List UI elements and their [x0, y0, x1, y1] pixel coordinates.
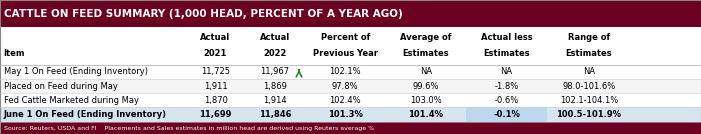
Text: Fed Cattle Marketed during May: Fed Cattle Marketed during May	[4, 96, 139, 105]
Text: 11,699: 11,699	[199, 110, 232, 119]
Text: Item: Item	[4, 49, 25, 58]
Text: -1.8%: -1.8%	[494, 81, 519, 90]
FancyBboxPatch shape	[0, 0, 701, 27]
Text: May 1 On Feed (Ending Inventory): May 1 On Feed (Ending Inventory)	[4, 67, 147, 76]
Text: CATTLE ON FEED SUMMARY (1,000 HEAD, PERCENT OF A YEAR AGO): CATTLE ON FEED SUMMARY (1,000 HEAD, PERC…	[4, 9, 402, 19]
Text: NA: NA	[583, 67, 595, 76]
Text: Previous Year: Previous Year	[313, 49, 378, 58]
Text: Average of: Average of	[400, 33, 451, 42]
Text: 102.1%: 102.1%	[329, 67, 361, 76]
Text: 98.0-101.6%: 98.0-101.6%	[562, 81, 615, 90]
Text: 1,869: 1,869	[263, 81, 287, 90]
Text: 100.5-101.9%: 100.5-101.9%	[557, 110, 621, 119]
Text: June 1 On Feed (Ending Inventory): June 1 On Feed (Ending Inventory)	[4, 110, 167, 119]
Text: 103.0%: 103.0%	[410, 96, 442, 105]
Text: 11,967: 11,967	[261, 67, 290, 76]
Text: Estimates: Estimates	[483, 49, 530, 58]
Text: Source: Reuters, USDA and FI    Placements and Sales estimates in million head a: Source: Reuters, USDA and FI Placements …	[4, 126, 374, 131]
FancyBboxPatch shape	[466, 107, 547, 122]
Text: Placed on Feed during May: Placed on Feed during May	[4, 81, 117, 90]
FancyBboxPatch shape	[0, 27, 701, 65]
Text: -0.6%: -0.6%	[494, 96, 519, 105]
Text: 99.6%: 99.6%	[413, 81, 439, 90]
Text: 2021: 2021	[204, 49, 227, 58]
Text: -0.1%: -0.1%	[493, 110, 520, 119]
Text: 101.4%: 101.4%	[409, 110, 443, 119]
Text: Range of: Range of	[568, 33, 610, 42]
Text: 1,911: 1,911	[204, 81, 227, 90]
Text: NA: NA	[420, 67, 432, 76]
Text: 102.1-104.1%: 102.1-104.1%	[559, 96, 618, 105]
Text: Percent of: Percent of	[320, 33, 370, 42]
FancyBboxPatch shape	[0, 107, 701, 122]
Text: Estimates: Estimates	[402, 49, 449, 58]
Text: Actual: Actual	[260, 33, 290, 42]
Text: Estimates: Estimates	[566, 49, 612, 58]
FancyBboxPatch shape	[0, 65, 701, 79]
Text: 2022: 2022	[264, 49, 287, 58]
FancyBboxPatch shape	[0, 93, 701, 107]
Text: 1,870: 1,870	[203, 96, 228, 105]
Text: 1,914: 1,914	[264, 96, 287, 105]
Text: 102.4%: 102.4%	[329, 96, 361, 105]
Text: 11,846: 11,846	[259, 110, 292, 119]
Text: Actual less: Actual less	[481, 33, 532, 42]
Text: 101.3%: 101.3%	[328, 110, 362, 119]
FancyBboxPatch shape	[0, 122, 701, 134]
Text: NA: NA	[501, 67, 512, 76]
FancyBboxPatch shape	[0, 79, 701, 93]
Text: 97.8%: 97.8%	[332, 81, 358, 90]
Text: 11,725: 11,725	[201, 67, 230, 76]
Text: Actual: Actual	[200, 33, 231, 42]
